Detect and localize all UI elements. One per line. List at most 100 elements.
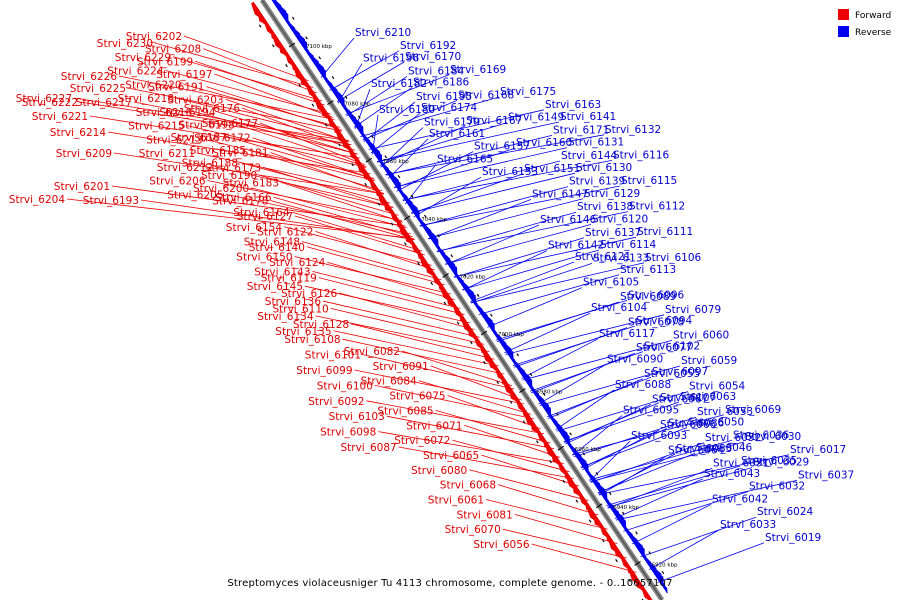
forward-gene-label[interactable]: Strvi_6070 xyxy=(445,524,501,536)
reverse-gene-label[interactable]: Strvi_6111 xyxy=(637,226,693,238)
forward-gene-label[interactable]: Strvi_6082 xyxy=(344,346,400,358)
reverse-gene-label[interactable]: Strvi_6090 xyxy=(607,353,663,365)
reverse-gene-label[interactable]: Strvi_6165 xyxy=(437,153,493,165)
forward-gene-label[interactable]: Strvi_6081 xyxy=(457,509,513,521)
reverse-gene-label[interactable]: Strvi_6163 xyxy=(545,99,601,111)
reverse-gene-label[interactable]: Strvi_6036 xyxy=(733,429,790,441)
reverse-gene-label[interactable]: Strvi_6174 xyxy=(421,102,478,114)
reverse-gene-label[interactable]: Strvi_6133 xyxy=(593,252,649,264)
reverse-gene-label[interactable]: Strvi_6180 xyxy=(379,104,435,116)
forward-gene-label[interactable]: Strvi_6204 xyxy=(9,194,66,206)
forward-gene-label[interactable]: Strvi_6209 xyxy=(56,148,112,160)
reverse-gene-label[interactable]: Strvi_6171 xyxy=(553,124,609,136)
forward-gene-label[interactable]: Strvi_6136 xyxy=(265,296,322,308)
reverse-gene-label[interactable]: Strvi_6186 xyxy=(413,77,470,89)
forward-gene-label[interactable]: Strvi_6183 xyxy=(223,177,279,189)
reverse-gene-label[interactable]: Strvi_6097 xyxy=(652,366,708,378)
forward-gene-label[interactable]: Strvi_6227 xyxy=(16,93,72,105)
reverse-gene-label[interactable]: Strvi_6129 xyxy=(584,188,640,200)
reverse-gene-label[interactable]: Strvi_6067 xyxy=(652,393,708,405)
reverse-gene-label[interactable]: Strvi_6151 xyxy=(524,163,580,175)
forward-gene-label[interactable]: Strvi_6148 xyxy=(244,237,300,249)
reverse-gene-label[interactable]: Strvi_6195 xyxy=(416,91,472,103)
reverse-gene-label[interactable]: Strvi_6153 xyxy=(482,166,538,178)
reverse-gene-label[interactable]: Strvi_6059 xyxy=(681,355,737,367)
forward-gene-label[interactable]: Strvi_6084 xyxy=(361,376,418,388)
forward-gene-label[interactable]: Strvi_6128 xyxy=(293,319,349,331)
reverse-gene-label[interactable]: Strvi_6144 xyxy=(561,150,618,162)
reverse-gene-label[interactable]: Strvi_6017 xyxy=(790,444,846,456)
reverse-gene-label[interactable]: Strvi_6167 xyxy=(466,115,522,127)
forward-gene-label[interactable]: Strvi_6185 xyxy=(190,145,246,157)
forward-gene-label[interactable]: Strvi_6134 xyxy=(257,311,314,323)
forward-gene-label[interactable]: Strvi_6080 xyxy=(411,465,467,477)
forward-gene-label[interactable]: Strvi_6143 xyxy=(254,266,310,278)
reverse-gene-label[interactable]: Strvi_6053 xyxy=(697,406,753,418)
forward-gene-label[interactable]: Strvi_6190 xyxy=(201,170,257,182)
reverse-gene-label[interactable]: Strvi_6054 xyxy=(689,381,746,393)
reverse-gene-label[interactable]: Strvi_6055 xyxy=(644,368,700,380)
forward-gene-label[interactable]: Strvi_6154 xyxy=(226,222,283,234)
reverse-gene-label[interactable]: Strvi_6141 xyxy=(560,111,616,123)
reverse-gene-label[interactable]: Strvi_6029 xyxy=(753,457,809,469)
forward-gene-label[interactable]: Strvi_6220 xyxy=(125,79,181,91)
forward-gene-label[interactable]: Strvi_6205 xyxy=(167,189,223,201)
reverse-gene-label[interactable]: Strvi_6019 xyxy=(765,532,821,544)
forward-gene-label[interactable]: Strvi_6229 xyxy=(115,52,171,64)
forward-gene-label[interactable]: Strvi_6199 xyxy=(137,56,193,68)
reverse-gene-label[interactable]: Strvi_6132 xyxy=(605,124,661,136)
forward-gene-label[interactable]: Strvi_6200 xyxy=(193,183,249,195)
forward-gene-label[interactable]: Strvi_6166 xyxy=(215,192,272,204)
forward-gene-label[interactable]: Strvi_6222 xyxy=(22,97,78,109)
forward-gene-label[interactable]: Strvi_6071 xyxy=(406,420,462,432)
reverse-gene-label[interactable]: Strvi_6096 xyxy=(628,289,685,301)
reverse-gene-label[interactable]: Strvi_6146 xyxy=(540,214,597,226)
forward-gene-label[interactable]: Strvi_6191 xyxy=(148,82,204,94)
reverse-gene-label[interactable]: Strvi_6138 xyxy=(577,201,633,213)
forward-gene-label[interactable]: Strvi_6065 xyxy=(423,450,479,462)
reverse-gene-label[interactable]: Strvi_6175 xyxy=(500,86,556,98)
forward-gene-label[interactable]: Strvi_6188 xyxy=(182,158,238,170)
reverse-gene-label[interactable]: Strvi_6170 xyxy=(405,51,461,63)
reverse-gene-label[interactable]: Strvi_6113 xyxy=(620,264,676,276)
reverse-gene-label[interactable]: Strvi_6079 xyxy=(665,304,721,316)
reverse-gene-label[interactable]: Strvi_6035 xyxy=(741,455,797,467)
forward-gene-label[interactable]: Strvi_6203 xyxy=(167,94,223,106)
reverse-gene-label[interactable]: Strvi_6112 xyxy=(629,201,685,213)
forward-gene-label[interactable]: Strvi_6150 xyxy=(236,252,292,264)
reverse-gene-label[interactable]: Strvi_6094 xyxy=(636,315,693,327)
reverse-gene-label[interactable]: Strvi_6037 xyxy=(798,469,854,481)
forward-gene-label[interactable]: Strvi_6108 xyxy=(284,334,340,346)
reverse-gene-label[interactable]: Strvi_6102 xyxy=(644,341,700,353)
reverse-gene-label[interactable]: Strvi_6160 xyxy=(516,137,572,149)
forward-gene-label[interactable]: Strvi_6224 xyxy=(107,66,164,78)
forward-gene-label[interactable]: Strvi_6187 xyxy=(171,132,227,144)
reverse-gene-label[interactable]: Strvi_6033 xyxy=(720,519,776,531)
forward-gene-label[interactable]: Strvi_6178 xyxy=(212,195,268,207)
reverse-gene-label[interactable]: Strvi_6078 xyxy=(628,317,684,329)
forward-gene-label[interactable]: Strvi_6172 xyxy=(194,133,250,145)
reverse-gene-label[interactable]: Strvi_6161 xyxy=(429,128,485,140)
reverse-gene-label[interactable]: Strvi_6149 xyxy=(508,112,564,124)
forward-gene-label[interactable]: Strvi_6135 xyxy=(275,326,331,338)
forward-gene-label[interactable]: Strvi_6145 xyxy=(247,281,303,293)
forward-gene-label[interactable]: Strvi_6126 xyxy=(281,288,338,300)
forward-gene-label[interactable]: Strvi_6101 xyxy=(305,350,361,362)
reverse-gene-label[interactable]: Strvi_6043 xyxy=(704,468,760,480)
forward-gene-label[interactable]: Strvi_6164 xyxy=(233,207,290,219)
reverse-gene-label[interactable]: Strvi_6142 xyxy=(548,240,604,252)
reverse-gene-label[interactable]: Strvi_6050 xyxy=(688,417,744,429)
reverse-gene-label[interactable]: Strvi_6139 xyxy=(569,176,625,188)
reverse-gene-label[interactable]: Strvi_6121 xyxy=(575,251,631,263)
forward-feature[interactable] xyxy=(645,591,655,600)
forward-gene-label[interactable]: Strvi_6103 xyxy=(329,411,385,423)
reverse-gene-label[interactable]: Strvi_6095 xyxy=(623,405,679,417)
reverse-gene-label[interactable]: Strvi_6116 xyxy=(613,149,670,161)
reverse-gene-label[interactable]: Strvi_6168 xyxy=(458,89,514,101)
reverse-gene-label[interactable]: Strvi_6069 xyxy=(725,404,781,416)
reverse-gene-label[interactable]: Strvi_6131 xyxy=(568,137,624,149)
forward-gene-label[interactable]: Strvi_6177 xyxy=(202,118,258,130)
forward-gene-label[interactable]: Strvi_6124 xyxy=(269,257,326,269)
reverse-gene-label[interactable]: Strvi_6042 xyxy=(712,493,768,505)
forward-gene-label[interactable]: Strvi_6127 xyxy=(237,211,293,223)
